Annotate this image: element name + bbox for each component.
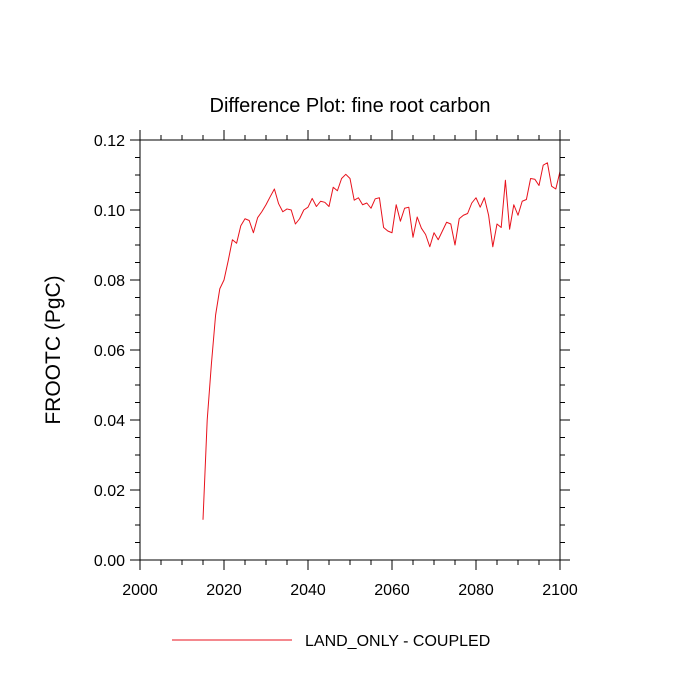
x-tick-label: 2080 — [458, 582, 494, 599]
y-tick-label: 0.12 — [94, 133, 125, 150]
x-tick-label: 2040 — [290, 582, 326, 599]
series-line — [202, 162, 561, 520]
x-tick-label: 2000 — [122, 582, 158, 599]
legend-label: LAND_ONLY - COUPLED — [305, 633, 490, 650]
y-tick-label: 0.00 — [94, 553, 125, 570]
y-tick-label: 0.10 — [94, 203, 125, 220]
x-tick-label: 2100 — [542, 582, 578, 599]
y-axis-label: FROOTC (PgC) — [42, 275, 65, 424]
legend: LAND_ONLY - COUPLED — [172, 633, 490, 650]
chart-title: Difference Plot: fine root carbon — [210, 95, 491, 117]
series-layer — [202, 162, 561, 520]
y-tick-label: 0.08 — [94, 273, 125, 290]
x-tick-label: 2060 — [374, 582, 410, 599]
axis-ticks: 2000 2020 2040 2060 2080 2100 0.00 0.02 0.04 0.06… — [94, 130, 578, 599]
y-tick-label: 0.04 — [94, 413, 125, 430]
y-tick-label: 0.02 — [94, 483, 125, 500]
y-tick-label: 0.06 — [94, 343, 125, 360]
x-tick-label: 2020 — [206, 582, 242, 599]
plot-frame — [139, 139, 561, 561]
